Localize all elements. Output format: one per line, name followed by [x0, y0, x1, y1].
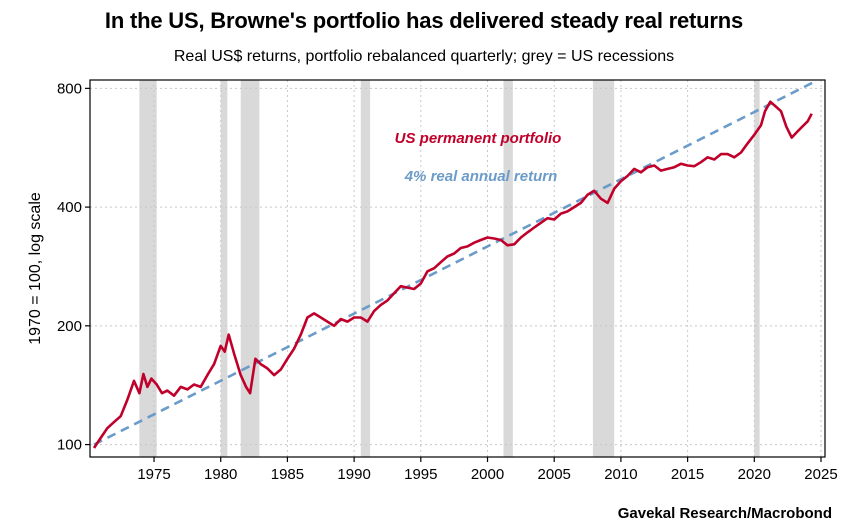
y-tick-label: 200 — [57, 318, 82, 335]
legend-label-portfolio: US permanent portfolio — [395, 130, 562, 147]
y-tick-label: 800 — [57, 80, 82, 97]
recession-band — [360, 80, 371, 457]
x-tick-label: 2010 — [604, 466, 637, 483]
recession-bands — [139, 80, 760, 457]
x-tick-label: 2005 — [538, 466, 571, 483]
x-tick-label: 2015 — [671, 466, 704, 483]
recession-band — [240, 80, 260, 457]
y-tick-label: 400 — [57, 199, 82, 216]
x-tick-label: 1975 — [137, 466, 170, 483]
recession-band — [503, 80, 513, 457]
y-axis-label: 1970 = 100, log scale — [27, 192, 44, 345]
axis-ticks: 100 200 400 800 1975 1980 1985 1990 1995 2000 2005… — [57, 80, 838, 483]
recession-band — [592, 80, 615, 457]
recession-band — [754, 80, 760, 457]
plot-frame — [89, 79, 826, 458]
recession-band — [220, 80, 228, 457]
series-line-portfolio — [92, 100, 813, 449]
source-credit: Gavekal Research/Macrobond — [617, 505, 832, 522]
x-tick-label: 1985 — [271, 466, 304, 483]
y-tick-label: 100 — [57, 437, 82, 454]
x-tick-label: 1980 — [204, 466, 237, 483]
x-tick-label: 2020 — [738, 466, 771, 483]
recession-band — [139, 80, 157, 457]
legend-label-trend: 4% real annual return — [404, 168, 558, 185]
chart-title: In the US, Browne's portfolio has delive… — [104, 8, 744, 33]
x-tick-label: 1995 — [404, 466, 437, 483]
series-lines — [92, 80, 815, 449]
x-tick-label: 2000 — [471, 466, 504, 483]
x-tick-label: 2025 — [804, 466, 837, 483]
chart-subtitle: Real US$ returns, portfolio rebalanced q… — [173, 48, 675, 65]
x-tick-label: 1990 — [337, 466, 370, 483]
